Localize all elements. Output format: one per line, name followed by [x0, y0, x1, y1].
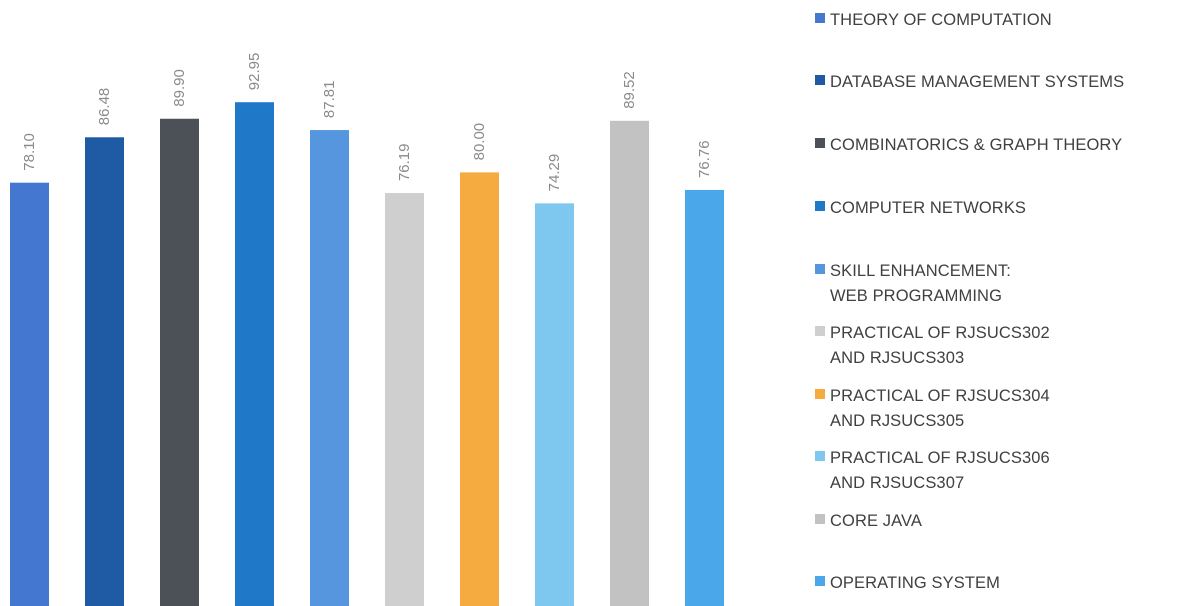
data-label-7: 80.00: [471, 123, 488, 161]
data-label-1: 78.10: [21, 133, 38, 171]
data-label-4: 92.95: [246, 53, 263, 91]
bar-6: [385, 193, 424, 606]
legend-swatch: [815, 201, 825, 211]
bar-2: [85, 137, 124, 606]
legend-swatch: [815, 138, 825, 148]
legend-label-line: COMBINATORICS & GRAPH THEORY: [830, 136, 1123, 154]
bar-1: [10, 182, 49, 606]
legend-label-line: THEORY OF COMPUTATION: [830, 11, 1052, 29]
bar-7: [460, 172, 499, 606]
legend-label: DATABASE MANAGEMENT SYSTEMS: [830, 70, 1124, 95]
legend-label-line: AND RJSUCS305: [830, 412, 965, 430]
legend-item: THEORY OF COMPUTATION: [815, 8, 1052, 33]
bar-5: [310, 130, 349, 606]
bar-9: [610, 120, 649, 606]
bar-10: [685, 189, 724, 606]
data-label-2: 86.48: [96, 88, 113, 126]
legend-swatch: [815, 264, 825, 274]
legend-swatch: [815, 389, 825, 399]
legend-swatch: [815, 13, 825, 23]
data-label-6: 76.19: [396, 144, 413, 182]
legend-item: PRACTICAL OF RJSUCS304 AND RJSUCS305: [815, 384, 1050, 434]
data-label-8: 74.29: [546, 154, 563, 192]
bar-3: [160, 118, 199, 606]
data-label-10: 76.76: [696, 140, 713, 178]
legend-label-line: AND RJSUCS307: [830, 474, 965, 492]
legend-label-line: CORE JAVA: [830, 512, 922, 530]
chart-legend: THEORY OF COMPUTATION DATABASE MANAGEMENT…: [815, 0, 1185, 606]
bar-chart: 78.10 86.48 89.90 92.95 87.81 76.19 80.00 74.29…: [10, 53, 724, 606]
legend-item: COMBINATORICS & GRAPH THEORY: [815, 133, 1122, 158]
legend-label: COMPUTER NETWORKS: [830, 196, 1026, 221]
legend-label-line: OPERATING SYSTEM: [830, 574, 1000, 592]
legend-swatch: [815, 451, 825, 461]
legend-label: PRACTICAL OF RJSUCS304 AND RJSUCS305: [830, 384, 1050, 434]
legend-label-line: PRACTICAL OF RJSUCS304: [830, 387, 1050, 405]
legend-label-line: PRACTICAL OF RJSUCS306: [830, 449, 1050, 467]
legend-item: SKILL ENHANCEMENT: WEB PROGRAMMING: [815, 259, 1011, 309]
legend-item: DATABASE MANAGEMENT SYSTEMS: [815, 70, 1124, 95]
legend-label-line: WEB PROGRAMMING: [830, 287, 1003, 305]
legend-label-line: DATABASE MANAGEMENT SYSTEMS: [830, 73, 1125, 91]
legend-label-line: SKILL ENHANCEMENT:: [830, 262, 1011, 280]
legend-item: PRACTICAL OF RJSUCS302 AND RJSUCS303: [815, 321, 1050, 371]
legend-label: SKILL ENHANCEMENT: WEB PROGRAMMING: [830, 259, 1011, 309]
bar-4: [235, 102, 274, 606]
legend-label: THEORY OF COMPUTATION: [830, 8, 1052, 33]
legend-label-line: PRACTICAL OF RJSUCS302: [830, 324, 1050, 342]
legend-swatch: [815, 75, 825, 85]
legend-label: COMBINATORICS & GRAPH THEORY: [830, 133, 1122, 158]
legend-label: PRACTICAL OF RJSUCS302 AND RJSUCS303: [830, 321, 1050, 371]
bar-8: [535, 203, 574, 606]
legend-item: CORE JAVA: [815, 509, 922, 534]
legend-item: OPERATING SYSTEM: [815, 571, 1000, 596]
legend-item: COMPUTER NETWORKS: [815, 196, 1026, 221]
legend-label: OPERATING SYSTEM: [830, 571, 1000, 596]
data-label-3: 89.90: [171, 69, 188, 107]
legend-label-line: COMPUTER NETWORKS: [830, 199, 1027, 217]
legend-item: PRACTICAL OF RJSUCS306 AND RJSUCS307: [815, 446, 1050, 496]
legend-swatch: [815, 576, 825, 586]
data-label-5: 87.81: [321, 81, 338, 119]
legend-label-line: AND RJSUCS303: [830, 349, 965, 367]
legend-swatch: [815, 514, 825, 524]
data-label-9: 89.52: [621, 71, 638, 109]
legend-swatch: [815, 326, 825, 336]
legend-label: PRACTICAL OF RJSUCS306 AND RJSUCS307: [830, 446, 1050, 496]
legend-label: CORE JAVA: [830, 509, 922, 534]
